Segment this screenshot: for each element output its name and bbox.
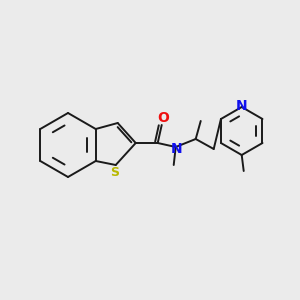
Text: N: N [171,142,182,156]
Text: N: N [236,99,248,113]
Text: S: S [110,167,119,179]
Text: O: O [157,111,169,125]
